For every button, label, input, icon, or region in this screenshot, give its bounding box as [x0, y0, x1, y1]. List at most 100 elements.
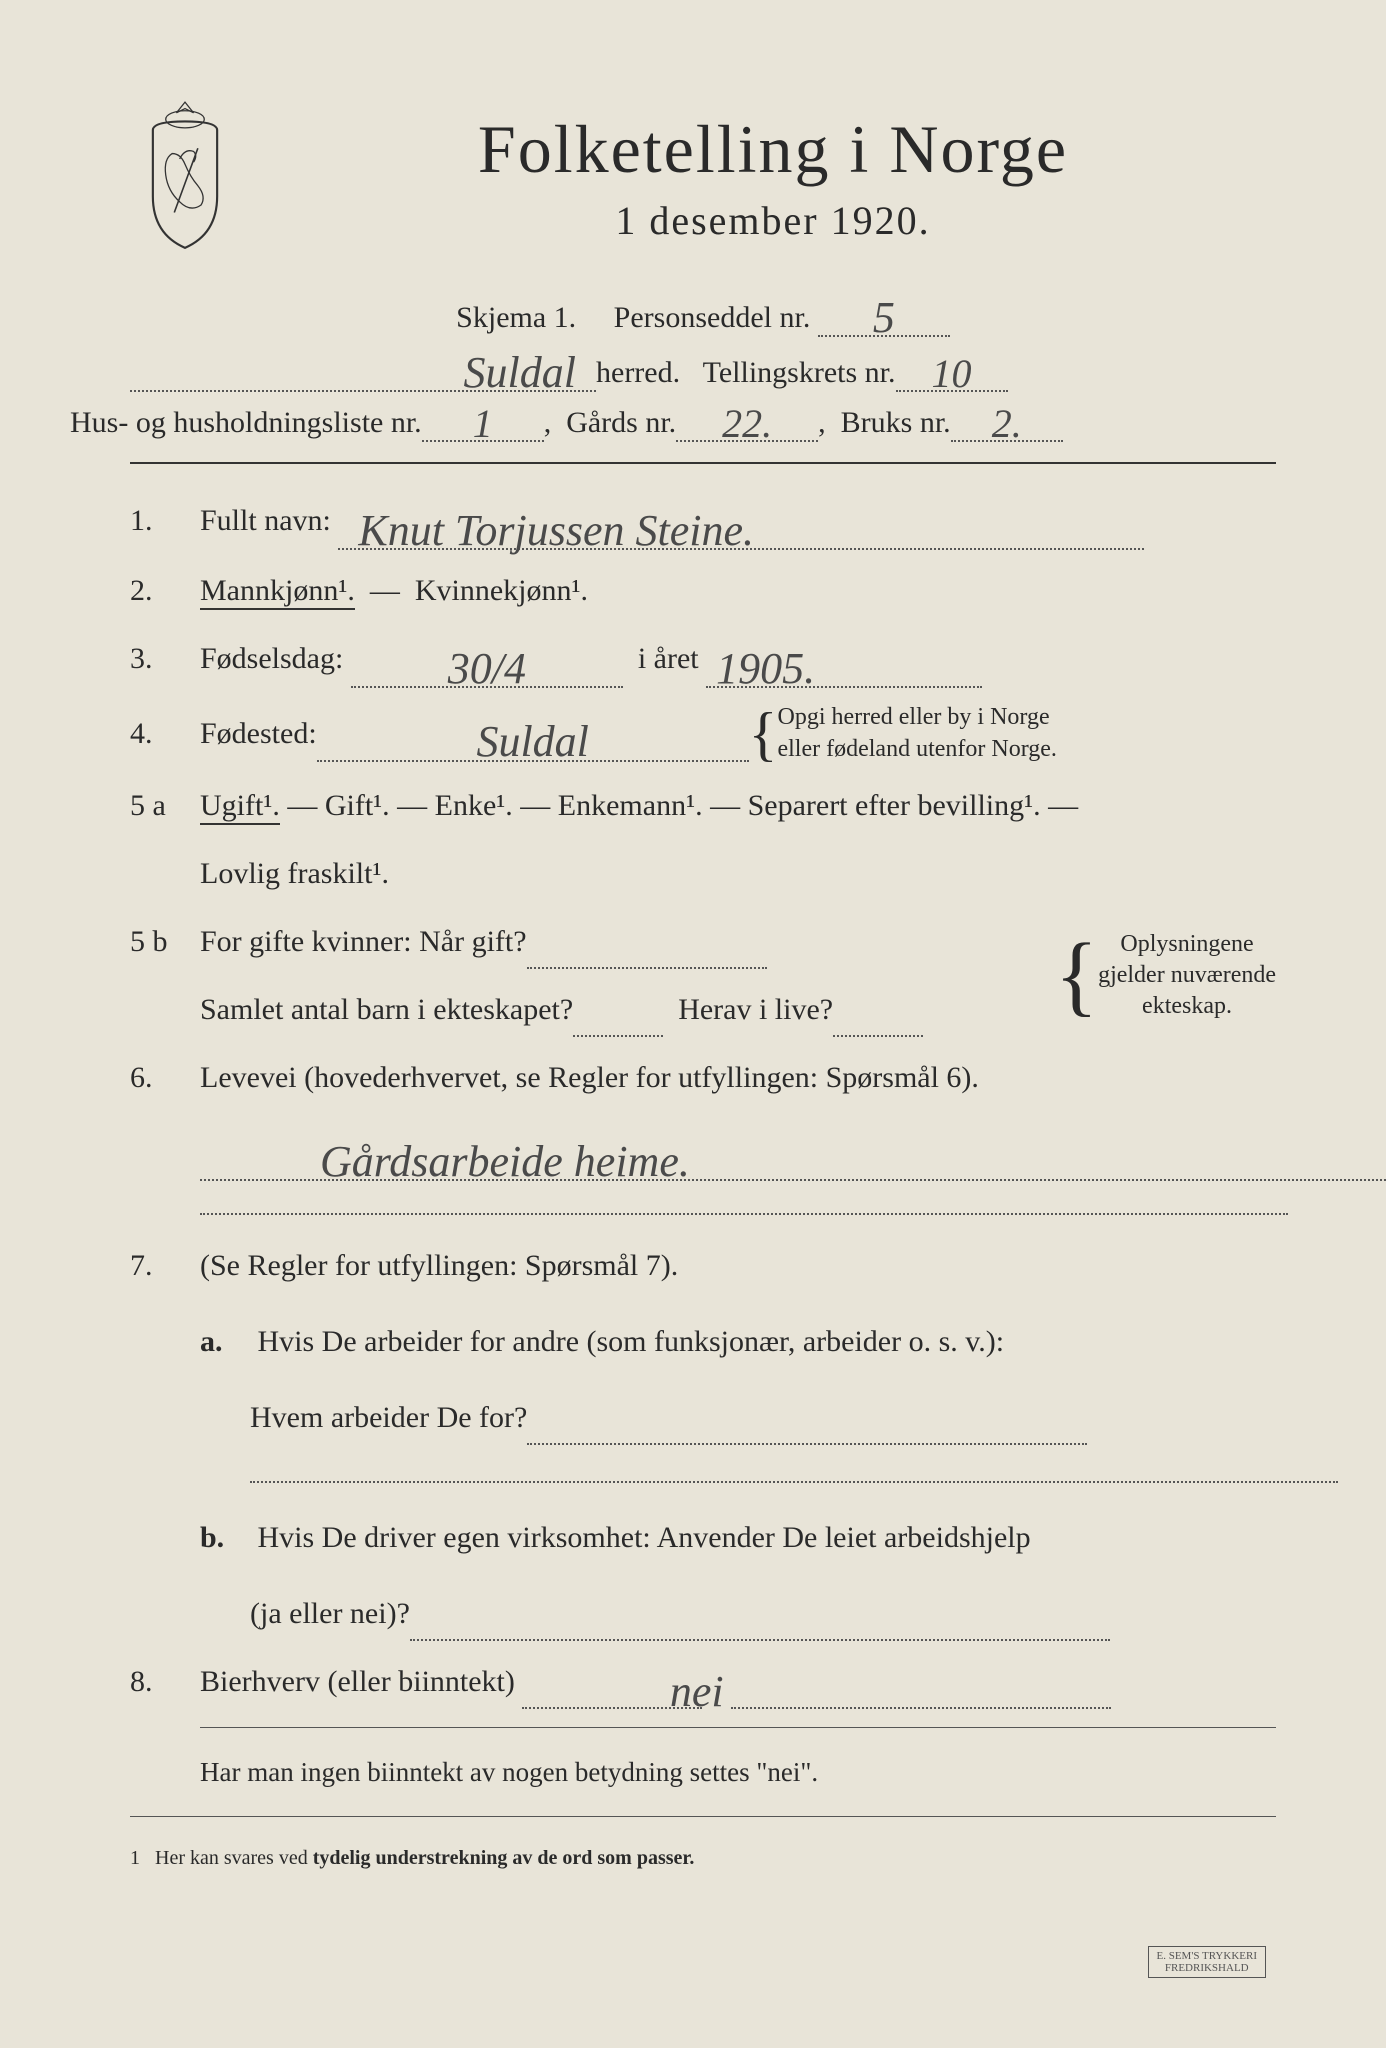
q5b-line1: For gifte kvinner: Når gift?	[200, 915, 1035, 969]
gards-label: Gårds nr.	[566, 406, 676, 440]
footnote: 1 Her kan svares ved tydelig understrekn…	[130, 1847, 1276, 1870]
q5b-l2a: Samlet antal barn i ekteskapet?	[200, 993, 573, 1026]
q3-num: 3.	[130, 632, 200, 686]
q8-label: Bierhverv (eller biinntekt)	[200, 1665, 515, 1698]
q6-row: 6. Levevei (hovederhvervet, se Regler fo…	[130, 1051, 1276, 1215]
q2-male: Mannkjønn¹.	[200, 574, 355, 610]
meta-block: Skjema 1. Personseddel nr. 5 Suldal herr…	[130, 300, 1276, 442]
husliste-nr: 1	[473, 408, 493, 440]
q4-note-l2: eller fødeland utenfor Norge.	[777, 736, 1056, 762]
q1-num: 1.	[130, 494, 200, 548]
gards-field: 22.	[676, 406, 818, 442]
q3-label: Fødselsdag:	[200, 642, 343, 675]
census-form-page: Folketelling i Norge 1 desember 1920. Sk…	[0, 0, 1386, 2048]
q4-field: Suldal	[317, 706, 749, 762]
husliste-field: 1	[422, 406, 544, 442]
q5b-row: 5 b For gifte kvinner: Når gift? Samlet …	[130, 915, 1276, 1037]
main-title: Folketelling i Norge	[270, 110, 1276, 189]
q5b-note-l1: Oplysningene	[1120, 931, 1253, 957]
meta-line-1: Skjema 1. Personseddel nr. 5	[130, 300, 1276, 337]
q2-body: Mannkjønn¹. — Kvinnekjønn¹.	[200, 564, 1276, 618]
q5b-left: For gifte kvinner: Når gift? Samlet anta…	[200, 915, 1035, 1037]
q4-body: Fødested: Suldal { Opgi herred eller by …	[200, 702, 1276, 764]
q7-label: (Se Regler for utfyllingen: Spørsmål 7).	[200, 1249, 678, 1282]
personseddel-nr-field: 5	[818, 300, 950, 337]
q3-body: Fødselsdag: 30/4 i året 1905.	[200, 632, 1276, 688]
divider-top	[130, 462, 1276, 464]
q7a-l2: Hvem arbeider De for?	[250, 1401, 527, 1434]
q7b-l1: Hvis De driver egen virksomhet: Anvender…	[258, 1521, 1031, 1554]
stamp-l1: E. SEM'S TRYKKERI	[1157, 1950, 1258, 1962]
q8-body: Bierhverv (eller biinntekt) nei	[200, 1655, 1276, 1709]
q5a-num: 5 a	[130, 779, 200, 833]
q7b-l2: (ja eller nei)?	[250, 1597, 410, 1630]
footer-note: Har man ingen biinntekt av nogen betydni…	[200, 1748, 1276, 1797]
q1-row: 1. Fullt navn: Knut Torjussen Steine.	[130, 494, 1276, 550]
bruks-nr: 2.	[992, 408, 1022, 440]
tellingskrets-field: 10	[896, 356, 1008, 392]
q3-day: 30/4	[448, 651, 526, 686]
herred-label: herred.	[596, 356, 680, 390]
q8-value: nei	[670, 1674, 724, 1709]
q7b-letter: b.	[200, 1511, 250, 1565]
gards-nr: 22.	[722, 408, 772, 440]
skjema-label: Skjema 1.	[456, 301, 576, 334]
q6-label: Levevei (hovederhvervet, se Regler for u…	[200, 1061, 979, 1094]
q5b-right: { Oplysningene gjelder nuværende ekteska…	[1055, 929, 1276, 1023]
q7a-l2-wrap: Hvem arbeider De for?	[250, 1391, 1276, 1445]
personseddel-nr: 5	[873, 300, 895, 335]
subtitle: 1 desember 1920.	[270, 197, 1276, 244]
q3-year-label: i året	[638, 642, 699, 675]
divider-mid	[200, 1727, 1276, 1728]
bruks-field: 2.	[951, 406, 1063, 442]
q5b-note-l3: ekteskap.	[1142, 993, 1232, 1019]
q5a-row: 5 a Ugift¹. — Gift¹. — Enke¹. — Enkemann…	[130, 779, 1276, 901]
q8-row: 8. Bierhverv (eller biinntekt) nei	[130, 1655, 1276, 1709]
footnote-num: 1	[130, 1847, 140, 1869]
q7-row: 7. (Se Regler for utfyllingen: Spørsmål …	[130, 1239, 1276, 1641]
q6-num: 6.	[130, 1051, 200, 1105]
q1-body: Fullt navn: Knut Torjussen Steine.	[200, 494, 1276, 550]
q2-row: 2. Mannkjønn¹. — Kvinnekjønn¹.	[130, 564, 1276, 618]
q5b-note: Oplysningene gjelder nuværende ekteskap.	[1098, 929, 1276, 1023]
tellingskrets-nr: 10	[932, 358, 972, 390]
q6-body: Levevei (hovederhvervet, se Regler for u…	[200, 1051, 1276, 1215]
q5a-ugift: Ugift¹.	[200, 789, 280, 825]
q1-field: Knut Torjussen Steine.	[338, 494, 1144, 550]
q6-field: Gårdsarbeide heime.	[200, 1125, 1386, 1181]
q6-value: Gårdsarbeide heime.	[320, 1144, 690, 1179]
q8-num: 8.	[130, 1655, 200, 1709]
q6-blank-line	[200, 1211, 1288, 1215]
header: Folketelling i Norge 1 desember 1920.	[130, 90, 1276, 250]
personseddel-label: Personseddel nr.	[614, 301, 811, 334]
meta-line-3: Hus- og husholdningsliste nr. 1, Gårds n…	[70, 406, 1276, 442]
footnote-rule	[130, 1816, 1276, 1817]
q5b-note-l2: gjelder nuværende	[1098, 962, 1276, 988]
q1-value: Knut Torjussen Steine.	[358, 513, 754, 548]
q7b: b. Hvis De driver egen virksomhet: Anven…	[200, 1511, 1276, 1641]
q4-num: 4.	[130, 707, 200, 761]
q5b-num: 5 b	[130, 915, 200, 969]
q5b-line2: Samlet antal barn i ekteskapet? Herav i …	[200, 983, 1035, 1037]
q7-body: (Se Regler for utfyllingen: Spørsmål 7).…	[200, 1239, 1276, 1641]
q2-female: Kvinnekjønn¹.	[415, 574, 588, 607]
q4-row: 4. Fødested: Suldal { Opgi herred eller …	[130, 702, 1276, 764]
q5a-body: Ugift¹. — Gift¹. — Enke¹. — Enkemann¹. —…	[200, 779, 1276, 901]
bruks-label: Bruks nr.	[841, 406, 951, 440]
question-list: 1. Fullt navn: Knut Torjussen Steine. 2.…	[130, 494, 1276, 1796]
q3-day-field: 30/4	[351, 632, 623, 688]
coat-of-arms-icon	[130, 100, 240, 250]
stamp-l2: FREDRIKSHALD	[1165, 1962, 1249, 1974]
q5b-l2b: Herav i live?	[678, 993, 833, 1026]
q4-value: Suldal	[476, 724, 588, 759]
q2-num: 2.	[130, 564, 200, 618]
q4-label: Fødested:	[200, 707, 317, 761]
husliste-label: Hus- og husholdningsliste nr.	[70, 406, 422, 440]
q7a-blank-line	[250, 1479, 1338, 1483]
q5a-line2: Lovlig fraskilt¹.	[200, 847, 1276, 901]
q7b-l2-wrap: (ja eller nei)?	[250, 1587, 1276, 1641]
herred-value: Suldal	[464, 355, 576, 390]
q3-year: 1905.	[716, 651, 815, 686]
q7-num: 7.	[130, 1239, 200, 1293]
footnote-text: Her kan svares ved tydelig understreknin…	[155, 1847, 694, 1869]
